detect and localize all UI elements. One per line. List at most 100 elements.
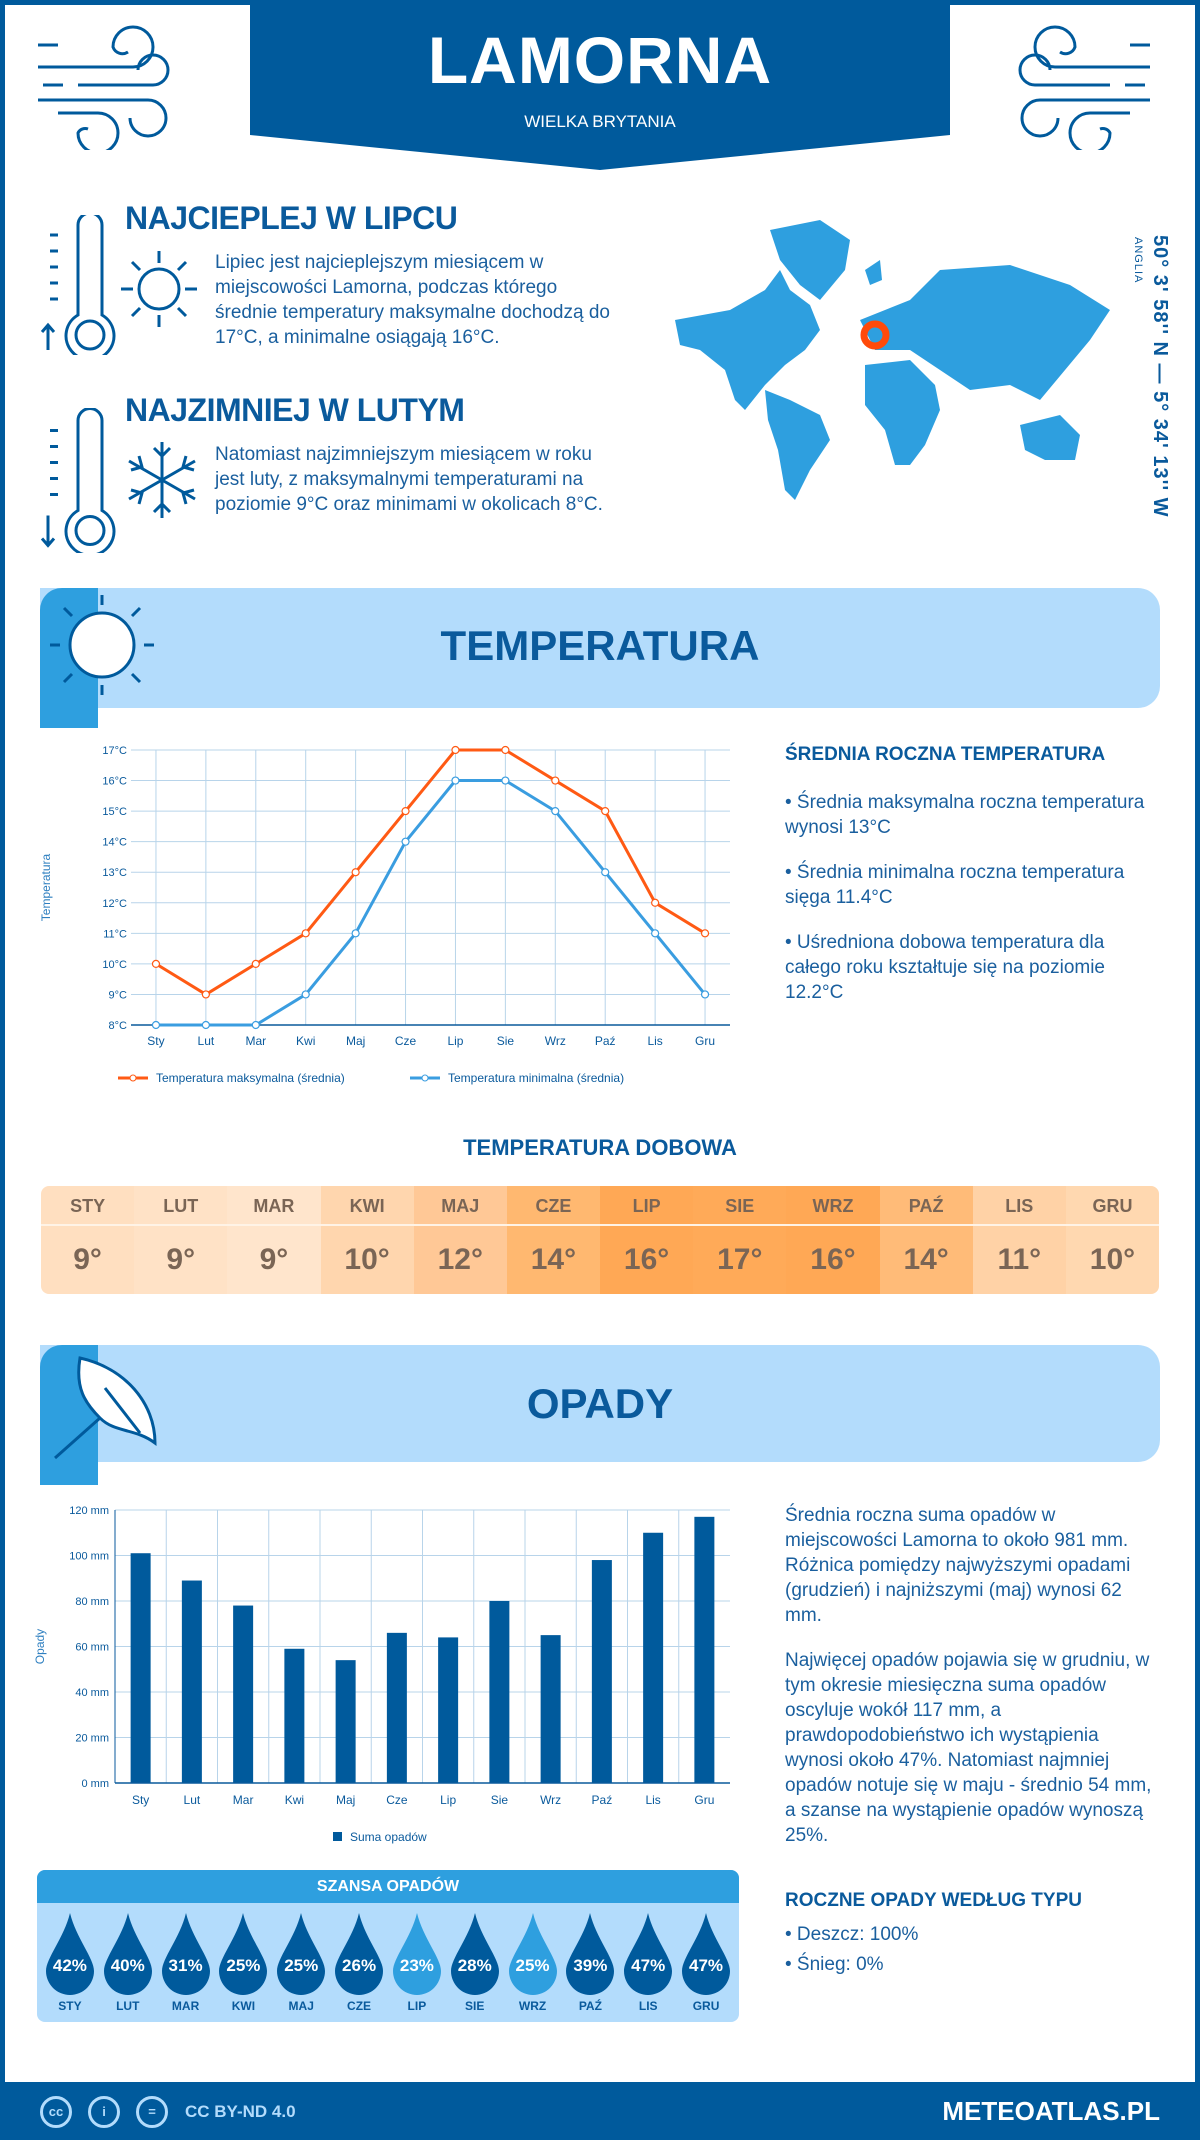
page-subtitle: WIELKA BRYTANIA <box>524 112 676 131</box>
x-tick-label: Lut <box>184 1793 201 1807</box>
daily-temp-column: MAJ 12° <box>413 1186 507 1294</box>
raindrop-icon <box>161 1913 210 1995</box>
daily-temp-column: SIE 17° <box>693 1186 787 1294</box>
wind-icon <box>38 25 170 150</box>
rain-chance-value: 25% <box>515 1956 550 1975</box>
rain-chance-drop: 25% KWI <box>214 1903 272 2022</box>
precipitation-section-title: OPADY <box>526 1380 674 1427</box>
x-tick-label: Kwi <box>285 1793 304 1807</box>
daily-value: 9° <box>259 1243 289 1276</box>
rain-chance-drop: 39% PAŹ <box>561 1903 619 2022</box>
daily-value: 10° <box>344 1243 390 1276</box>
data-point <box>700 929 710 938</box>
daily-month: CZE <box>506 1186 601 1226</box>
bar <box>694 1516 715 1783</box>
raindrop-icon <box>624 1913 673 1995</box>
y-tick-label: 11°C <box>103 928 127 940</box>
daily-temp-column: LIP 16° <box>600 1186 694 1294</box>
warmest-heading: NAJCIEPLEJ W LIPCU <box>125 200 458 236</box>
x-tick-label: Wrz <box>545 1034 566 1048</box>
world-map <box>675 220 1110 500</box>
sun-icon <box>50 595 154 695</box>
data-point <box>151 959 161 968</box>
precip-type-rain: • Deszcz: 100% <box>785 1924 919 1945</box>
rain-chance-month: LUT <box>116 1999 140 2013</box>
rain-chance-month: CZE <box>347 1999 372 2013</box>
daily-temp-column: LUT 9° <box>134 1186 228 1294</box>
y-tick-label: 40 mm <box>75 1687 109 1699</box>
precip-type-heading: ROCZNE OPADY WEDŁUG TYPU <box>785 1890 1082 1911</box>
data-point <box>201 1020 210 1030</box>
y-tick-label: 20 mm <box>75 1733 109 1745</box>
rain-chance-month: KWI <box>231 1999 256 2013</box>
raindrop-icon <box>450 1913 499 1995</box>
rain-chance-month: PAŹ <box>578 1999 602 2013</box>
y-axis-label: Temperatura <box>39 853 53 921</box>
rain-chance-panel: SZANSA OPADÓW 42% STY 40% LUT 31% MAR 25% KWI 25… <box>37 1870 739 2022</box>
raindrop-icon <box>508 1913 557 1995</box>
coordinates: 50° 3' 58'' N — 5° 34' 13'' W <box>1149 235 1171 518</box>
data-point <box>451 745 460 755</box>
rain-chance-drop: 26% CZE <box>330 1903 388 2022</box>
x-tick-label: Sty <box>147 1034 164 1048</box>
rain-chance-drop: 28% SIE <box>446 1903 504 2022</box>
daily-temp-column: STY 9° <box>41 1186 135 1294</box>
daily-temp-column: MAR 9° <box>227 1186 321 1294</box>
temp-summary-heading: ŚREDNIA ROCZNA TEMPERATURA <box>785 744 1106 765</box>
bar <box>181 1580 202 1783</box>
warmest-text: Lipiec jest najcieplejszym miesiącem w m… <box>215 252 610 348</box>
region-label: ANGLIA <box>1132 237 1144 284</box>
rain-chance-drop: 25% MAJ <box>272 1903 330 2022</box>
license-link[interactable]: CC BY-ND 4.0 <box>185 2102 296 2121</box>
rain-chance-month: STY <box>58 1999 82 2013</box>
precipitation-chart: 0 mm 20 mm 40 mm 60 mm 80 mm 100 mm 120 mm Sty L… <box>33 1505 730 1844</box>
daily-temperature-table: STY 9° LUT 9° MAR 9° KWI 10° MAJ 12° CZE 14° LIP 16° S… <box>41 1186 1159 1294</box>
x-tick-label: Lis <box>645 1793 660 1807</box>
snowflake-icon <box>128 442 196 518</box>
data-point <box>401 807 410 816</box>
temperature-chart: 8°C 9°C 10°C 11°C 12°C 13°C 14°C 15°C 16°C 17°C St… <box>39 745 730 1085</box>
rain-chance-value: 42% <box>52 1956 87 1975</box>
rain-chance-value: 23% <box>399 1956 434 1975</box>
x-tick-label: Paź <box>592 1793 613 1807</box>
x-tick-label: Mar <box>233 1793 254 1807</box>
series-line <box>155 748 706 997</box>
bar <box>386 1632 407 1783</box>
rain-chance-month: LIP <box>407 1999 427 2013</box>
precipitation-banner <box>40 1345 1160 1462</box>
bar <box>233 1605 254 1783</box>
rain-chance-value: 31% <box>168 1956 203 1975</box>
data-point <box>451 776 460 785</box>
data-point <box>601 868 610 877</box>
data-point <box>501 776 510 785</box>
daily-month: LIS <box>972 1186 1066 1226</box>
legend-label: Temperatura maksymalna (średnia) <box>156 1071 345 1085</box>
raindrop-icon <box>103 1913 152 1995</box>
data-point <box>601 807 610 816</box>
rain-chance-value: 47% <box>631 1956 666 1975</box>
y-tick-label: 13°C <box>102 867 127 879</box>
raindrop-icon <box>392 1913 441 1995</box>
legend-marker <box>421 1074 429 1082</box>
rain-chance-value: 26% <box>342 1956 377 1975</box>
brand-link[interactable]: METEOATLAS.PL <box>942 2096 1160 2126</box>
bar <box>335 1660 356 1783</box>
data-point <box>251 959 260 968</box>
rain-chance-value: 25% <box>226 1956 261 1975</box>
umbrella-rain-icon <box>54 1356 157 1460</box>
rain-chance-value: 47% <box>689 1956 724 1975</box>
data-point <box>651 929 660 938</box>
daily-value: 16° <box>810 1243 856 1276</box>
data-point <box>251 1020 260 1030</box>
daily-value: 14° <box>530 1243 577 1276</box>
data-point <box>201 990 210 999</box>
rain-chance-value: 39% <box>573 1956 608 1975</box>
x-tick-label: Gru <box>694 1793 714 1807</box>
x-tick-label: Sty <box>132 1793 149 1807</box>
bar <box>540 1635 561 1783</box>
rain-chance-month: WRZ <box>518 1999 547 2013</box>
y-axis-label: Opady <box>33 1629 47 1664</box>
y-tick-label: 60 mm <box>75 1642 109 1654</box>
raindrop-icon <box>277 1913 326 1995</box>
daily-value: 9° <box>166 1243 196 1276</box>
